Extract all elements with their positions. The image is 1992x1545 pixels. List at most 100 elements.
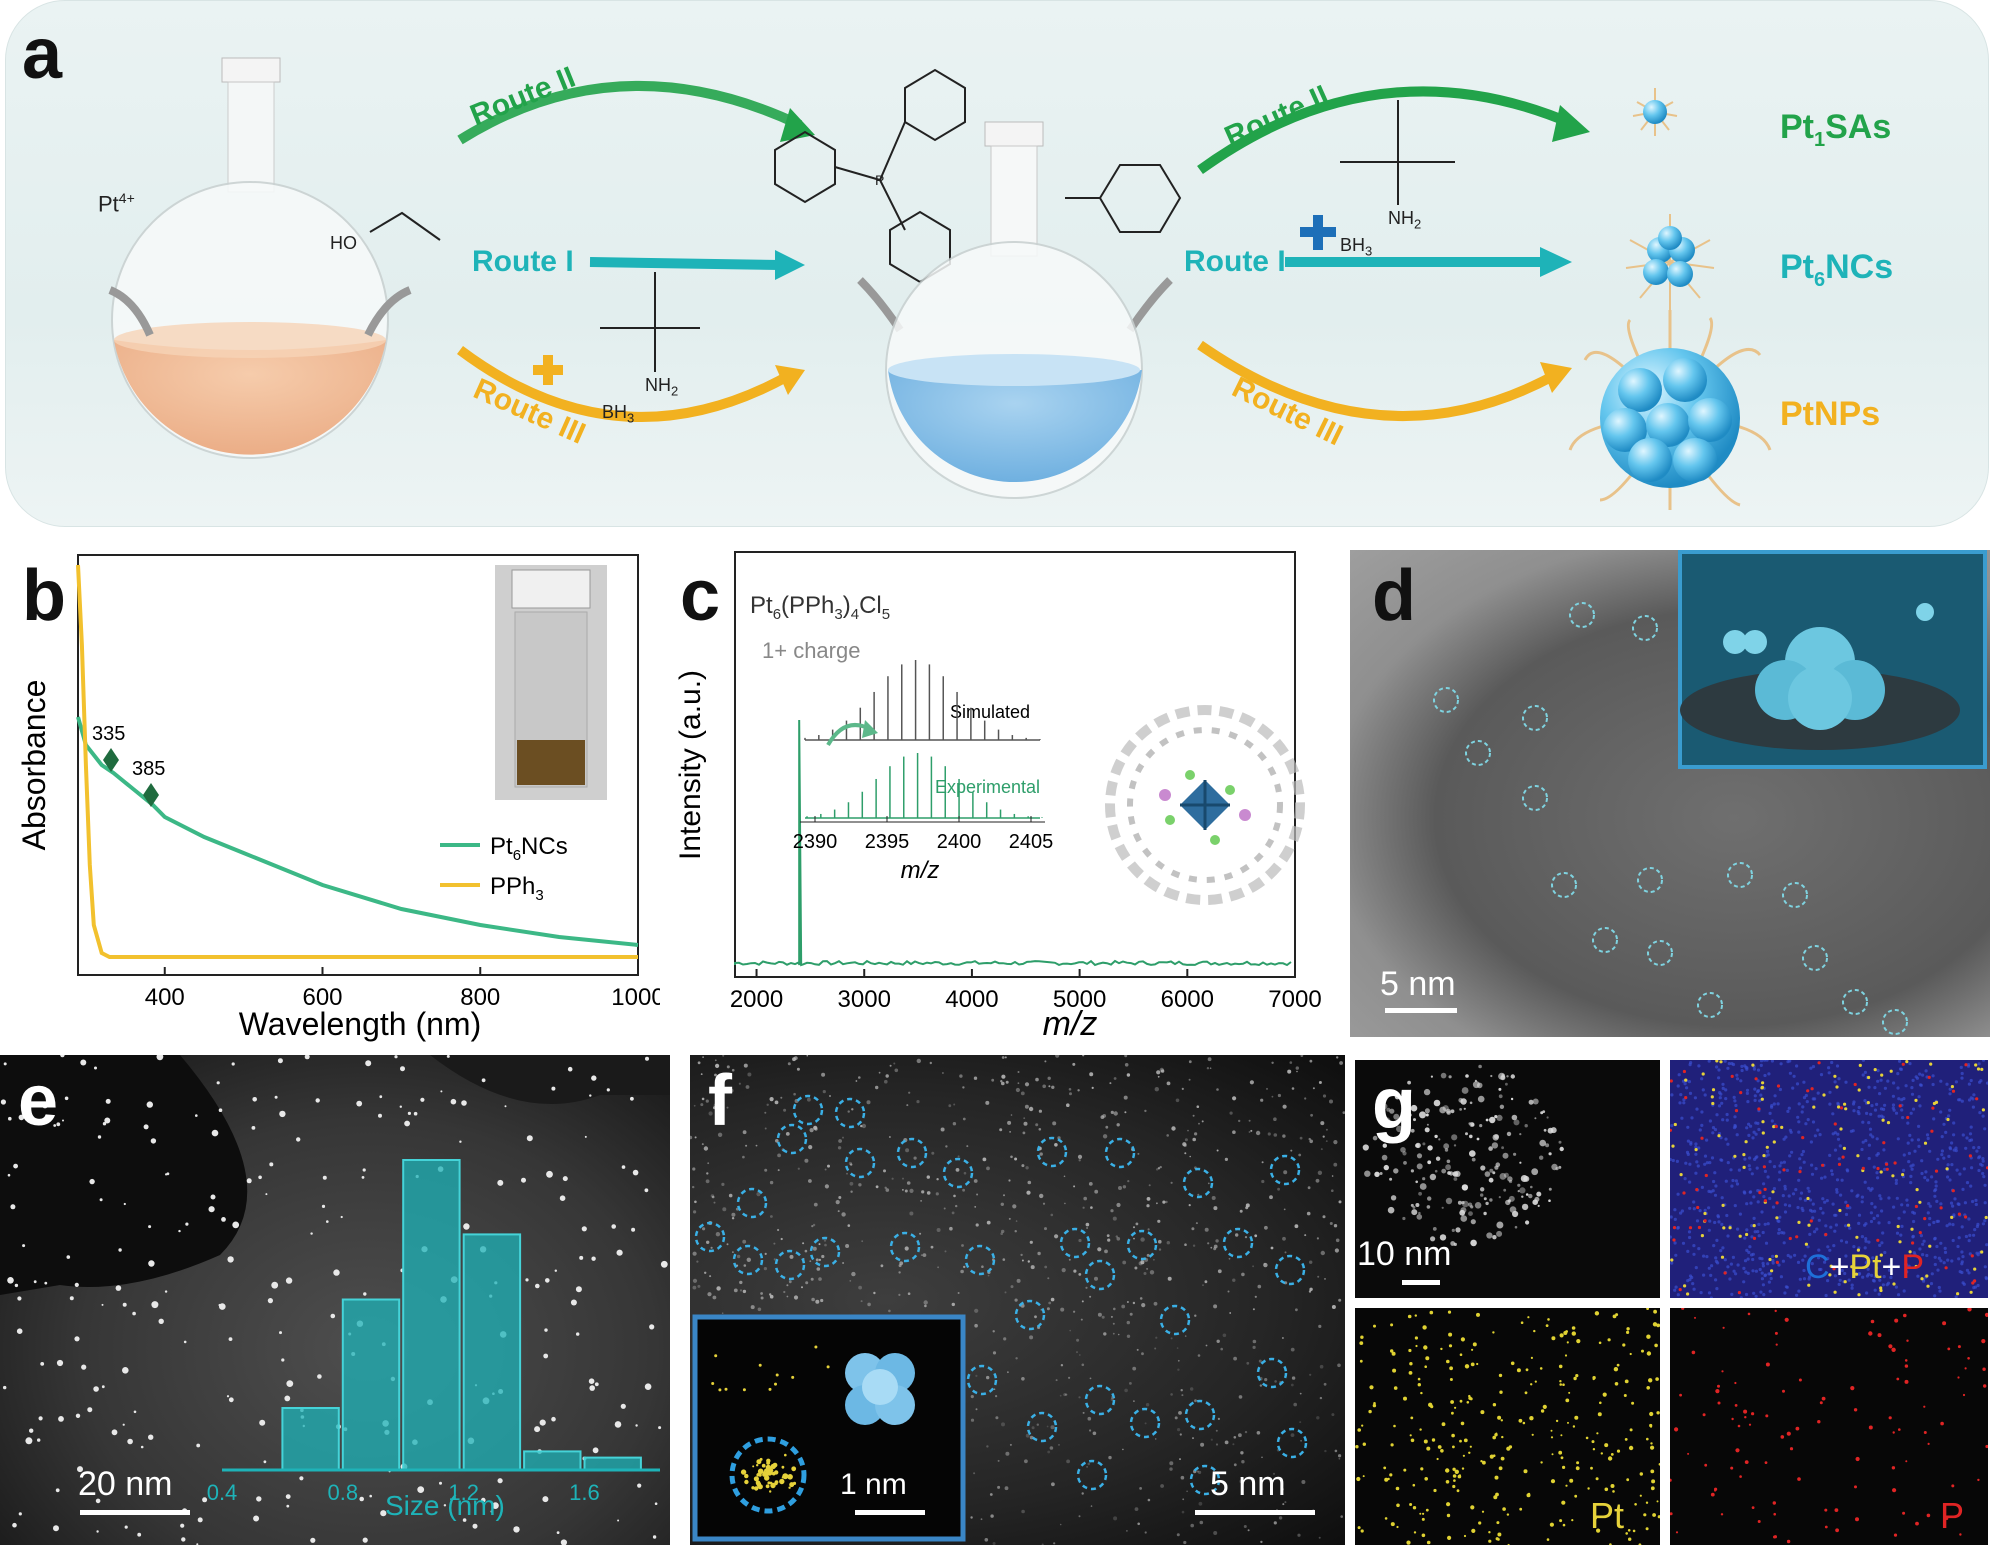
single-atom-marker [834, 1097, 866, 1129]
atom-dot [1267, 1132, 1271, 1136]
pt-signal [1976, 1067, 1981, 1071]
c-signal [1802, 1268, 1806, 1273]
pt-signal [1686, 1292, 1690, 1296]
pt-map-dot [1448, 1332, 1453, 1337]
atom-dot [1250, 1129, 1253, 1132]
chart-b: 400 600 800 1000 335 385 Pt6NCs PPh3 Absorb… [16, 554, 660, 1042]
atom-dot [1180, 1475, 1185, 1480]
c-signal [1960, 1099, 1964, 1103]
atom-dot [904, 1189, 908, 1193]
p-signal [1795, 1235, 1799, 1239]
c-signal [1735, 1133, 1739, 1137]
p-map-dot [1855, 1456, 1860, 1462]
c-signal [1788, 1204, 1792, 1208]
c-signal [1756, 1068, 1761, 1072]
c-signal [1860, 1235, 1864, 1239]
haadf-dot [1558, 1140, 1562, 1144]
atom-dot [690, 1135, 693, 1140]
c-signal [1961, 1187, 1965, 1191]
atom-dot [1238, 1395, 1243, 1399]
atom-dot [1192, 1244, 1196, 1247]
c-signal [1782, 1137, 1786, 1141]
atom-dot [848, 1161, 852, 1166]
pt-signal [1745, 1232, 1749, 1237]
atom-dot [973, 1179, 978, 1183]
p-signal [1839, 1106, 1844, 1110]
particle-dot [380, 1510, 387, 1517]
atom-dot [952, 1122, 957, 1126]
atom-dot [1331, 1175, 1334, 1177]
haadf-dot [1480, 1165, 1486, 1171]
c-signal [1686, 1249, 1690, 1253]
atom-dot [963, 1265, 966, 1269]
c-signal [1912, 1251, 1916, 1255]
atom-dot [1188, 1078, 1191, 1081]
atom-dot [746, 1257, 751, 1262]
atom-dot [693, 1210, 697, 1214]
c-signal [1750, 1253, 1754, 1257]
p-map-dot [1942, 1321, 1947, 1326]
atom-dot [1174, 1416, 1178, 1420]
single-atom-marker [1084, 1259, 1116, 1291]
c-signal [1978, 1111, 1982, 1115]
c-signal [1709, 1296, 1713, 1298]
pt-signal-dot [765, 1484, 770, 1489]
c-signal [1702, 1273, 1706, 1277]
c-signal [1673, 1241, 1677, 1245]
pt-map-dot [1480, 1460, 1483, 1463]
hist-tick-label: 0.4 [207, 1480, 238, 1505]
haadf-dot [1379, 1172, 1383, 1175]
c-signal [1864, 1239, 1868, 1243]
particle-dot [279, 1331, 282, 1335]
atom-dot [811, 1225, 814, 1228]
pt-map-dot [1626, 1478, 1630, 1482]
atom-dot [1090, 1206, 1093, 1209]
pt-signal [1715, 1060, 1719, 1063]
atom-dot [1078, 1396, 1081, 1399]
atom-dot [706, 1240, 710, 1244]
particle-dot [420, 1097, 425, 1102]
pt-signal-dot [774, 1382, 777, 1386]
atom-dot [1086, 1227, 1089, 1229]
atom-dot [1304, 1097, 1307, 1100]
pt-map-dot [1654, 1343, 1658, 1348]
particle-dot [579, 1255, 584, 1260]
c-signal [1921, 1253, 1925, 1257]
atom-dot [713, 1106, 716, 1110]
atom-dot [808, 1179, 812, 1183]
atom-dot [861, 1240, 864, 1243]
iso-tick-label: 2395 [865, 831, 910, 853]
haadf-dot [1427, 1196, 1432, 1201]
c-signal [1922, 1279, 1926, 1283]
pt-signal-dot [754, 1486, 759, 1491]
pt-map-dot [1471, 1348, 1474, 1351]
atom-dot [1027, 1180, 1032, 1185]
single-atom-marker [776, 1123, 808, 1155]
pt-map-dot [1551, 1336, 1556, 1341]
haadf-dot [1415, 1143, 1420, 1148]
single-atom-marker [966, 1364, 998, 1396]
atom-dot [1133, 1226, 1135, 1229]
pt-map-dot [1518, 1418, 1523, 1423]
p-signal [1931, 1106, 1935, 1110]
atom-dot [1194, 1132, 1198, 1136]
p-map-dot [1904, 1364, 1909, 1368]
c-signal [1971, 1105, 1975, 1109]
c-signal [1902, 1168, 1906, 1172]
c-signal [1682, 1101, 1686, 1105]
c-signal [1688, 1235, 1692, 1240]
atom-dot [818, 1243, 821, 1246]
c-signal [1742, 1190, 1746, 1194]
c-signal [1844, 1224, 1848, 1228]
particle-dot [197, 1517, 203, 1523]
haadf-dot [1463, 1107, 1466, 1110]
c-signal [1753, 1094, 1757, 1098]
single-atom-marker [736, 1187, 768, 1219]
pt-map-dot [1616, 1363, 1620, 1367]
pt-signal [1850, 1265, 1854, 1269]
c-signal [1964, 1146, 1968, 1150]
p-map-dot [1905, 1460, 1908, 1463]
pt-map-dot [1629, 1428, 1633, 1432]
atom-dot [1118, 1186, 1122, 1190]
pt-map-dot [1425, 1508, 1429, 1512]
